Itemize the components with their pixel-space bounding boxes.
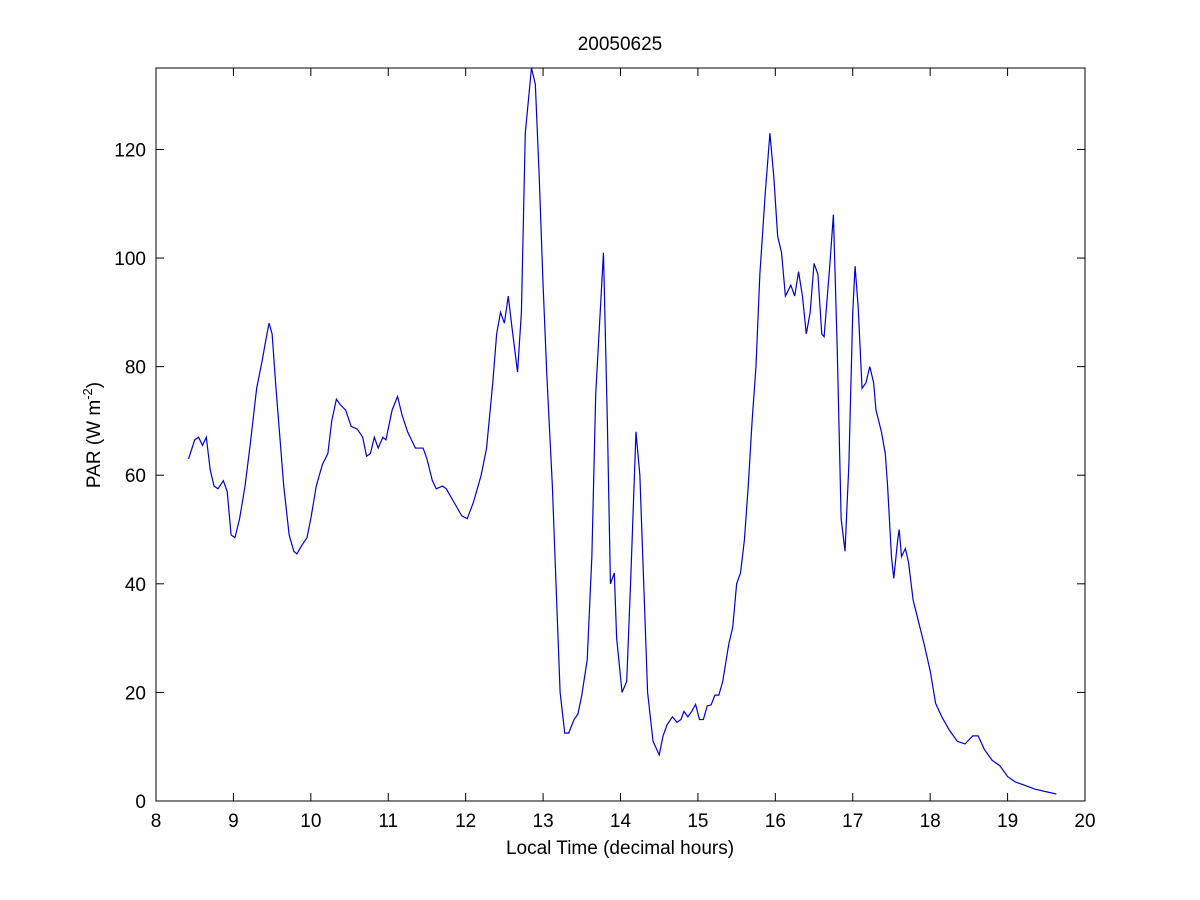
x-tick-label: 12: [455, 811, 476, 832]
x-tick-label: 15: [687, 811, 708, 832]
x-axis-label: Local Time (decimal hours): [506, 838, 734, 859]
y-tick-label: 80: [125, 358, 146, 379]
x-tick-label: 17: [842, 811, 863, 832]
x-tick-label: 14: [610, 811, 632, 832]
y-tick-label: 120: [114, 140, 146, 161]
x-tick-label: 10: [300, 811, 321, 832]
chart-title: 20050625: [578, 34, 663, 55]
x-tick-label: 20: [1074, 811, 1095, 832]
y-tick-label: 20: [125, 683, 146, 704]
data-line: [187, 67, 1057, 795]
x-tick-label: 16: [765, 811, 786, 832]
y-tick-label: 0: [135, 792, 146, 813]
x-tick-label: 13: [533, 811, 554, 832]
y-label-suffix: ): [84, 382, 105, 388]
y-tick-label: 60: [125, 466, 146, 487]
x-tick-label: 9: [228, 811, 239, 832]
x-tick-label: 8: [151, 811, 162, 832]
x-tick-label: 19: [997, 811, 1018, 832]
y-label-text: PAR (W m: [84, 400, 105, 488]
x-tick-label: 11: [378, 811, 398, 832]
y-label-superscript: -2: [80, 388, 95, 400]
y-tick-label: 40: [125, 575, 146, 596]
x-tick-label: 18: [920, 811, 941, 832]
y-tick-label: 100: [114, 249, 146, 270]
y-axis-label: PAR (W m-2): [80, 382, 105, 488]
plot-frame: [155, 67, 1086, 802]
